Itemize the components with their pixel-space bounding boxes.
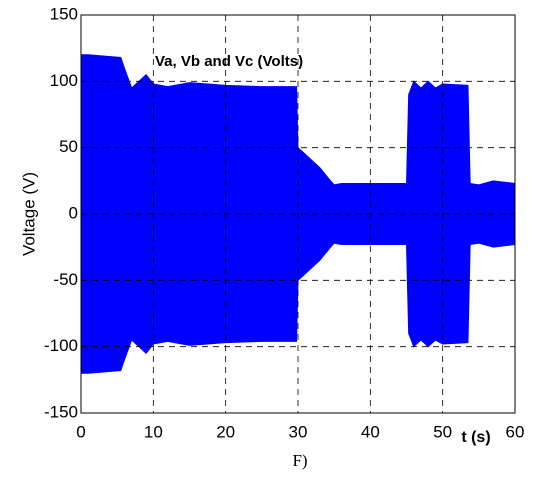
x-tick-label: 20 <box>216 422 235 441</box>
x-tick-label: 60 <box>506 422 525 441</box>
signal-envelope <box>80 213 516 374</box>
y-tick-label: -50 <box>53 270 78 289</box>
y-tick-label: -100 <box>44 336 78 355</box>
signal-envelope <box>80 54 516 215</box>
y-tick-label: -150 <box>44 402 78 421</box>
y-tick-label: 150 <box>50 4 78 23</box>
x-axis-label: t (s) <box>461 429 490 446</box>
plot-frame <box>80 14 516 414</box>
y-tick-label: 0 <box>69 203 78 222</box>
x-tick-label: 0 <box>76 422 85 441</box>
caption: F) <box>292 451 307 470</box>
x-tick-label: 10 <box>144 422 163 441</box>
annotation: Va, Vb and Vc (Volts) <box>155 53 303 70</box>
y-tick-label: 50 <box>59 137 78 156</box>
y-tick-label: 100 <box>50 71 78 90</box>
x-tick-label: 30 <box>289 422 308 441</box>
y-axis-label: Voltage (V) <box>19 172 38 256</box>
x-tick-label: 50 <box>433 422 452 441</box>
x-tick-label: 40 <box>361 422 380 441</box>
